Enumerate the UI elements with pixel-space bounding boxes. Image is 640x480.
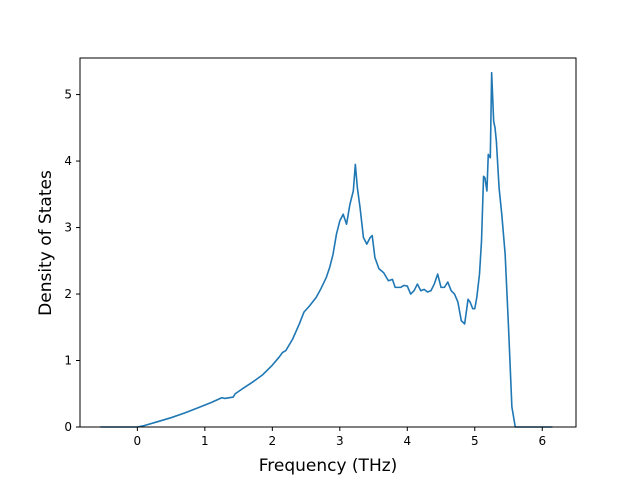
x-tick-label: 3	[336, 434, 344, 448]
y-axis-label: Density of States	[36, 170, 56, 316]
plot-area	[79, 57, 577, 428]
y-tick-label: 2	[64, 287, 72, 301]
axes-frame	[79, 57, 577, 428]
y-tick-label: 3	[64, 221, 72, 235]
x-tick-label: 0	[134, 434, 142, 448]
y-tick-label: 5	[64, 88, 72, 102]
y-tick-label: 4	[64, 154, 72, 168]
axis-ticks: 0 1 2 3 4 5 6 0 1 2 3 4 5	[64, 88, 546, 448]
series-line-0	[100, 71, 553, 428]
y-tick-label: 0	[64, 420, 72, 434]
y-tick-label: 1	[64, 354, 72, 368]
x-tick-label: 6	[538, 434, 546, 448]
x-tick-label: 4	[403, 434, 411, 448]
x-axis-label: Frequency (THz)	[259, 456, 398, 476]
x-tick-label: 1	[201, 434, 209, 448]
x-tick-label: 2	[269, 434, 277, 448]
x-tick-label: 5	[471, 434, 479, 448]
